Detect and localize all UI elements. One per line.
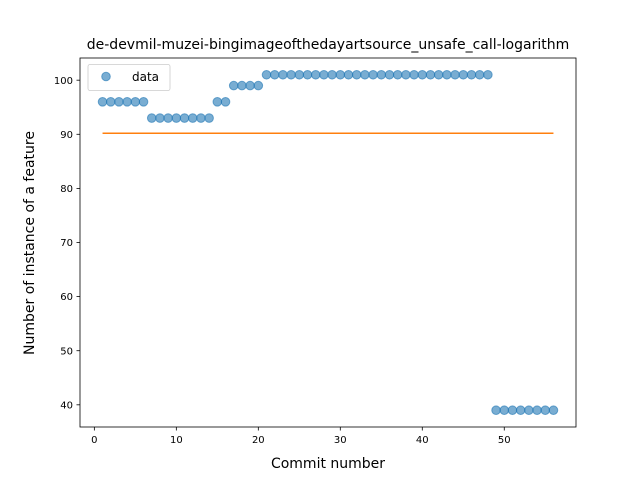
legend-marker [101,71,111,82]
data-point [384,69,395,80]
data-point [187,113,198,123]
data-point [368,69,378,80]
data-point [466,69,477,80]
x-tick-label: 10 [170,435,183,446]
data-point [228,80,239,91]
data-point [179,113,190,123]
plot-frame [79,57,577,428]
data-point [409,69,419,80]
x-tick-label: 20 [252,435,265,446]
y-tick-label: 80 [60,184,73,195]
data-point [163,113,173,123]
y-tick-label: 40 [60,400,73,411]
y-tick-label: 50 [60,346,73,357]
data-point [122,97,132,107]
data-point [212,97,223,107]
data-point [278,69,288,80]
data-point [237,80,247,91]
data-point [540,405,551,416]
data-point [360,69,370,80]
data-point [442,69,452,80]
data-point [196,113,206,123]
data-point [269,69,280,80]
plot-area [97,69,559,416]
legend-label-data: data [132,70,159,84]
x-axis: 0 10 20 30 40 50 [91,427,511,446]
y-axis-label: Number of instance of a feature [22,131,38,355]
data-point [474,69,485,80]
data-point [261,69,272,80]
data-point [310,69,321,80]
y-tick-label: 60 [60,292,73,303]
data-point [294,69,305,80]
data-point [507,405,518,416]
data-point [245,80,255,91]
data-point [105,97,116,107]
legend-box [87,64,171,91]
data-point [302,69,313,80]
x-tick-label: 40 [416,435,429,446]
x-tick-label: 30 [334,435,347,446]
data-point [425,69,436,80]
y-tick-label: 100 [54,76,73,87]
y-axis: 40 50 60 70 80 90 100 [54,76,80,411]
data-point [220,97,231,107]
data-point [532,405,542,416]
data-point [524,405,534,416]
data-point [376,69,387,80]
data-point [335,69,346,80]
data-point [286,69,296,80]
data-point [401,69,411,80]
data-point [351,69,362,80]
data-point [171,113,182,123]
data-point [253,80,264,91]
data-point [114,97,124,107]
x-tick-label: 50 [498,435,511,446]
data-point [146,113,157,123]
data-point [433,69,444,80]
data-point [319,69,329,80]
data-point [327,69,337,80]
chart-title: de-devmil-muzei-bingimageofthedayartsour… [87,37,570,53]
data-point [450,69,460,80]
data-point [515,405,526,416]
y-tick-label: 90 [60,130,73,141]
data-point [458,69,469,80]
x-axis-label: Commit number [271,456,385,472]
data-point [483,69,493,80]
data-point [138,97,149,107]
data-point [97,97,108,107]
data-point [491,405,501,416]
data-point [499,405,510,416]
data-point [204,113,214,123]
data-point [155,113,165,123]
legend: data [87,64,171,91]
y-tick-label: 70 [60,238,73,249]
data-point [392,69,403,80]
data-point [130,97,141,107]
data-point [548,405,559,416]
data-point [343,69,354,80]
data-point [417,69,428,80]
x-tick-label: 0 [91,435,97,446]
